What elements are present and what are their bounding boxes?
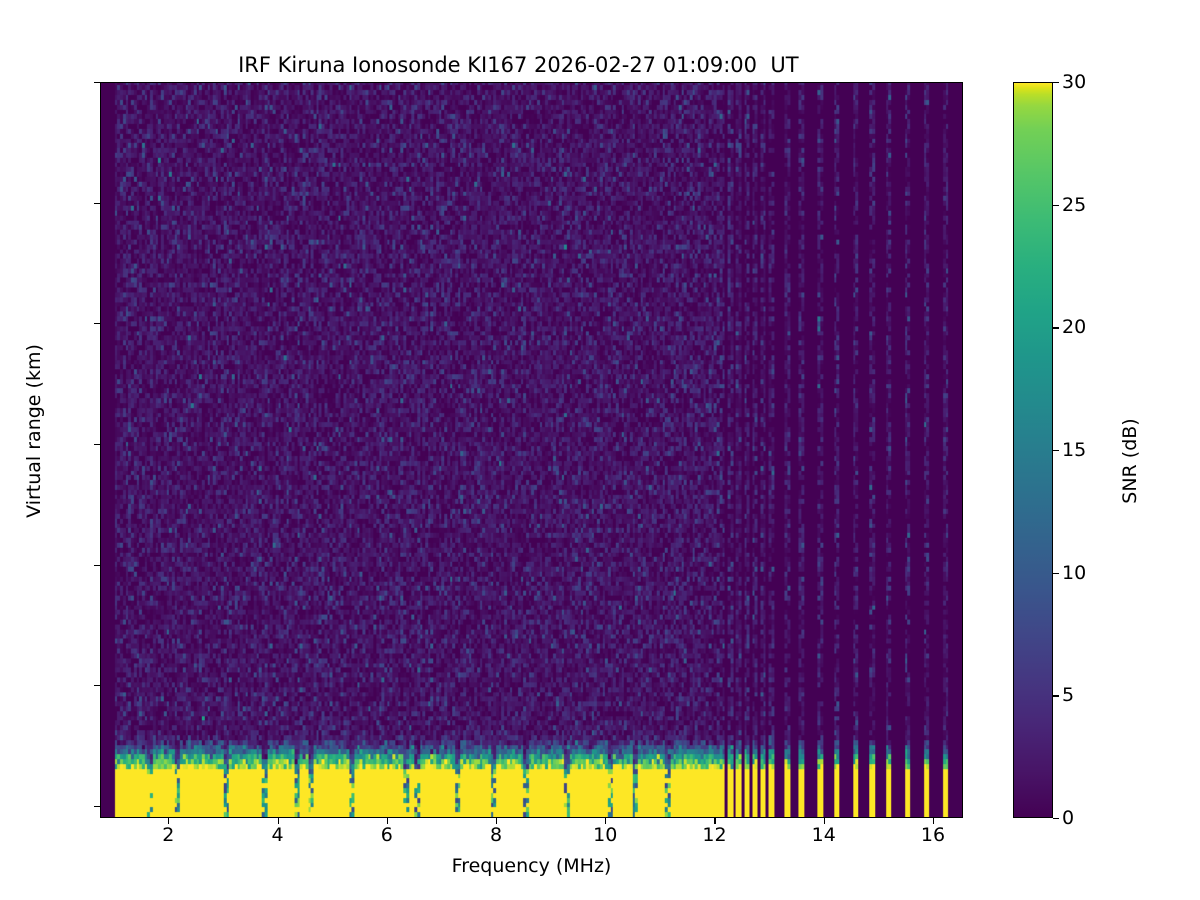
colorbar-tick-label: 25 bbox=[1062, 193, 1087, 216]
y-tick-mark bbox=[94, 564, 100, 566]
x-axis-label: Frequency (MHz) bbox=[451, 855, 612, 877]
colorbar-tick-label: 10 bbox=[1062, 561, 1087, 584]
x-tick-mark bbox=[277, 818, 279, 824]
x-tick-label: 2 bbox=[162, 824, 175, 846]
x-tick-mark bbox=[823, 818, 825, 824]
y-tick-mark bbox=[94, 805, 100, 808]
y-tick-mark bbox=[94, 443, 100, 446]
y-tick-mark bbox=[94, 202, 100, 204]
x-tick-label: 6 bbox=[380, 824, 393, 846]
colorbar-label: SNR (dB) bbox=[1119, 418, 1141, 504]
x-tick-label: 16 bbox=[920, 824, 946, 846]
colorbar-tick-mark bbox=[1053, 204, 1059, 206]
x-tick-label: 10 bbox=[593, 824, 618, 846]
x-tick-mark bbox=[386, 818, 388, 824]
ionogram-plot-area[interactable] bbox=[100, 82, 963, 818]
colorbar-tick-label: 30 bbox=[1062, 71, 1087, 93]
x-tick-label: 12 bbox=[702, 824, 727, 846]
y-tick-mark bbox=[94, 323, 100, 325]
colorbar-tick-mark bbox=[1053, 450, 1059, 452]
colorbar-tick-mark bbox=[1053, 695, 1059, 697]
colorbar-tick-mark bbox=[1053, 572, 1059, 574]
x-tick-mark bbox=[932, 818, 935, 824]
y-axis-label: Virtual range (km) bbox=[23, 344, 45, 518]
title-line-1: IRF Kiruna Ionosonde KI167 2026-02-27 01… bbox=[238, 53, 799, 77]
colorbar-tick-mark bbox=[1053, 327, 1059, 329]
x-tick-label: 8 bbox=[489, 824, 503, 846]
colorbar-gradient bbox=[1013, 82, 1053, 818]
colorbar-tick-label: 0 bbox=[1062, 807, 1075, 829]
x-tick-mark bbox=[495, 818, 498, 824]
y-tick-mark bbox=[94, 685, 100, 687]
colorbar-tick-mark bbox=[1053, 82, 1059, 84]
colorbar-tick-mark bbox=[1053, 818, 1059, 820]
x-tick-mark bbox=[168, 818, 170, 824]
x-tick-label: 14 bbox=[811, 824, 836, 846]
colorbar-tick-label: 15 bbox=[1062, 439, 1087, 461]
x-tick-mark bbox=[714, 818, 716, 824]
ionogram-heatmap-canvas bbox=[101, 83, 962, 817]
y-tick-mark bbox=[94, 82, 100, 84]
colorbar-tick-label: 20 bbox=[1062, 316, 1087, 339]
x-tick-label: 4 bbox=[271, 824, 284, 846]
x-tick-mark bbox=[605, 818, 607, 824]
colorbar-tick-label: 5 bbox=[1062, 684, 1075, 707]
